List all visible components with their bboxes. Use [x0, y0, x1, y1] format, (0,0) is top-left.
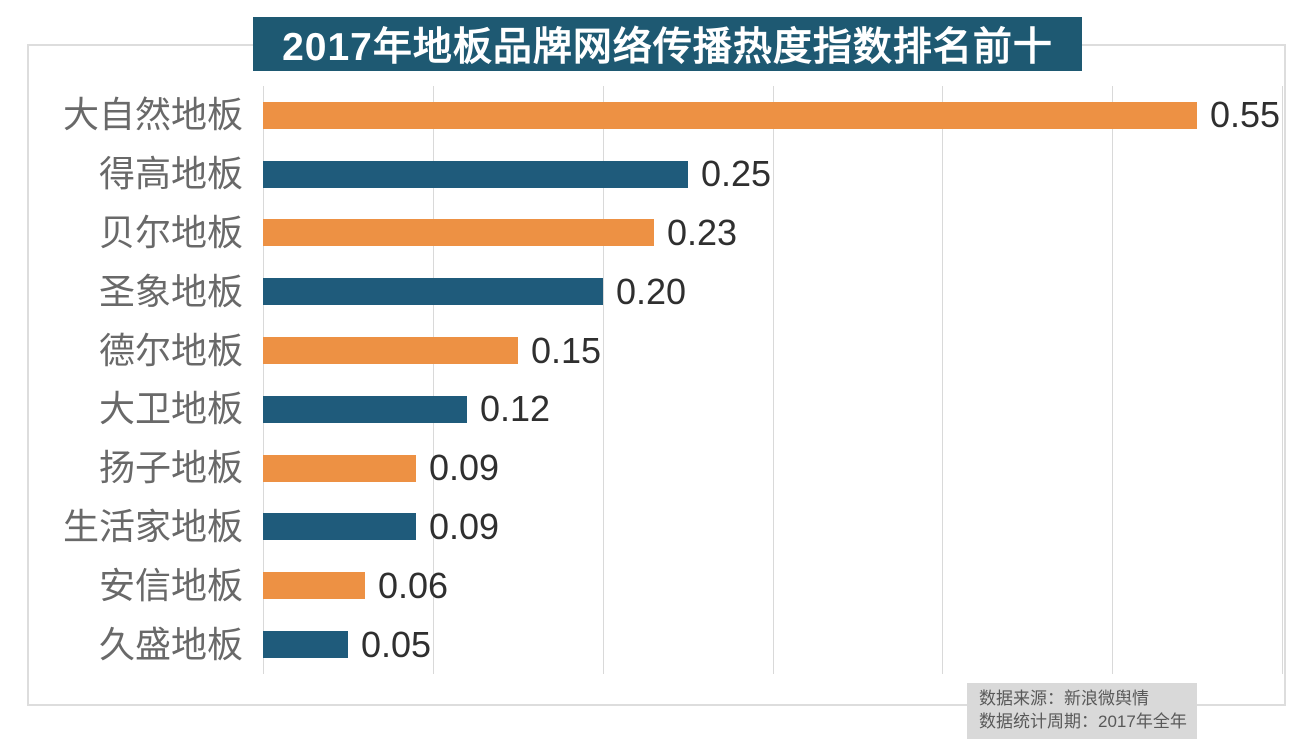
bar	[263, 572, 365, 600]
gridline	[432, 86, 434, 674]
bar-row: 德尔地板 0.15	[0, 321, 1282, 380]
category-label: 久盛地板	[98, 623, 243, 665]
value-label: 0.09	[429, 505, 500, 547]
value-label: 0.15	[531, 329, 602, 371]
bar-row: 扬子地板 0.09	[0, 439, 1282, 498]
bar-row: 安信地板 0.06	[0, 556, 1282, 615]
gridline	[1282, 86, 1283, 674]
plot-area	[263, 86, 1283, 674]
source-line-1: 数据来源：新浪微舆情	[979, 689, 1149, 708]
bar	[263, 454, 416, 482]
bar	[263, 631, 348, 659]
bar-row: 生活家地板 0.09	[0, 498, 1282, 557]
bar-row: 得高地板 0.25	[0, 145, 1282, 204]
bar	[263, 160, 688, 188]
bar	[263, 337, 518, 365]
bar-row: 贝尔地板 0.23	[0, 204, 1282, 263]
value-label: 0.23	[667, 211, 738, 253]
bar	[263, 101, 1197, 129]
gridline	[942, 86, 944, 674]
category-label: 贝尔地板	[98, 211, 243, 253]
category-label: 大卫地板	[98, 388, 243, 430]
category-label: 大自然地板	[62, 94, 243, 136]
source-note: 数据来源：新浪微舆情 数据统计周期：2017年全年	[967, 683, 1197, 739]
value-label: 0.05	[361, 623, 432, 665]
source-line-2: 数据统计周期：2017年全年	[979, 712, 1187, 731]
bar-row: 圣象地板 0.20	[0, 262, 1282, 321]
category-label: 得高地板	[98, 153, 243, 195]
chart-title: 2017年地板品牌网络传播热度指数排名前十	[253, 17, 1082, 71]
value-label: 0.55	[1210, 94, 1281, 136]
category-label: 生活家地板	[62, 505, 243, 547]
category-label: 圣象地板	[98, 270, 243, 312]
value-label: 0.12	[480, 388, 551, 430]
gridline	[772, 86, 774, 674]
bar	[263, 219, 654, 247]
gridline	[1112, 86, 1114, 674]
bar	[263, 278, 603, 306]
gridline	[263, 86, 264, 674]
bar-rows: 大自然地板 0.55 得高地板 0.25 贝尔地板 0.23 圣象地板 0.20…	[0, 86, 1282, 674]
chart-frame	[27, 44, 1286, 706]
gridline	[602, 86, 604, 674]
bar-row: 大卫地板 0.12	[0, 380, 1282, 439]
value-label: 0.06	[378, 564, 449, 606]
bar-row: 久盛地板 0.05	[0, 615, 1282, 674]
value-label: 0.09	[429, 447, 500, 489]
category-label: 德尔地板	[98, 329, 243, 371]
bar	[263, 513, 416, 541]
value-label: 0.20	[616, 270, 687, 312]
category-label: 扬子地板	[98, 447, 243, 489]
bar	[263, 395, 467, 423]
category-label: 安信地板	[98, 564, 243, 606]
value-label: 0.25	[701, 153, 772, 195]
bar-row: 大自然地板 0.55	[0, 86, 1282, 145]
